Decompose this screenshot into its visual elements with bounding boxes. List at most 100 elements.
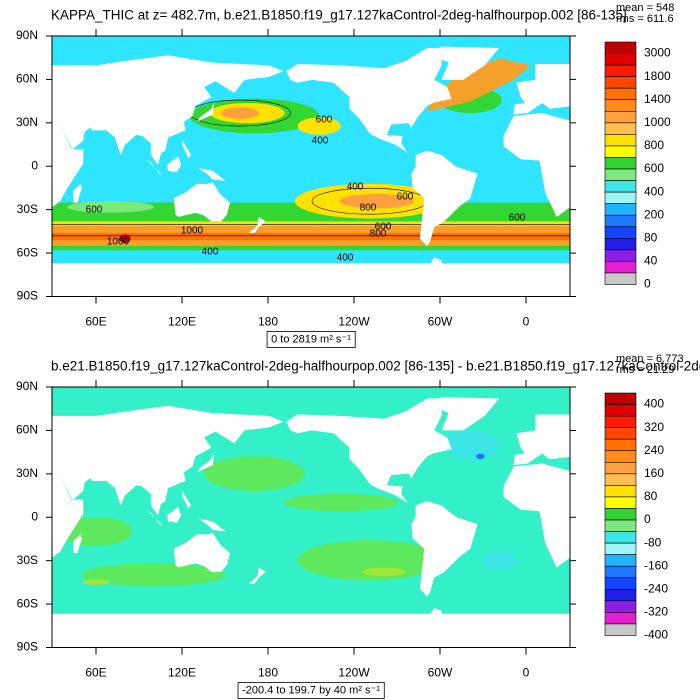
colorbar-box: [604, 473, 637, 486]
lat-label: 90N: [16, 28, 38, 42]
lat-label: 60S: [17, 596, 38, 610]
colorbar-label: 1800: [644, 69, 671, 83]
colorbar-label: 800: [644, 138, 664, 152]
contour-label: 800: [370, 229, 387, 240]
colorbar-box: [604, 542, 637, 555]
colorbar-box: [604, 577, 637, 590]
colorbar-label: -400: [644, 628, 668, 642]
colorbar-box: [604, 87, 637, 101]
colorbar-box: [604, 404, 637, 417]
colorbar-box: [604, 531, 637, 544]
lat-label: 0: [31, 509, 38, 523]
colorbar-label: 320: [644, 420, 664, 434]
colorbar-box: [604, 261, 637, 274]
colorbar-box: [604, 122, 637, 135]
colorbar-box: [604, 238, 637, 251]
colorbar-box: [604, 134, 637, 147]
colorbar-box: [604, 450, 637, 463]
contour-label: 600: [316, 115, 333, 126]
colorbar-box: [604, 99, 637, 112]
colorbar-box: [604, 41, 637, 54]
map-field: [52, 387, 570, 647]
colorbar-box: [604, 415, 637, 428]
map-field: [52, 36, 570, 297]
colorbar-box: [604, 145, 637, 158]
panel-title: b.e21.B1850.f19_g17.127kaControl-2deg-ha…: [51, 359, 700, 374]
lon-label: 60W: [428, 315, 453, 329]
colorbar-box: [604, 623, 637, 636]
colorbar-box: [604, 496, 637, 509]
colorbar-label: 160: [644, 466, 664, 480]
colorbar-box: [604, 427, 637, 440]
colorbar-label: -320: [644, 605, 668, 619]
contour-label: 600: [509, 213, 526, 224]
lat-label: 30S: [17, 202, 38, 216]
contour-label: 400: [337, 253, 354, 264]
colorbar-box: [604, 392, 637, 405]
colorbar-label: 400: [644, 184, 664, 198]
colorbar-box: [604, 272, 637, 285]
colorbar-box: [604, 191, 637, 204]
lat-label: 30N: [16, 115, 38, 129]
colorbar-box: [604, 157, 637, 170]
contour-label: 400: [202, 247, 219, 258]
range-label: 0 to 2819 m² s⁻¹: [271, 333, 351, 345]
stat-label: mean = 6.773: [616, 353, 684, 365]
lon-label: 0: [523, 666, 530, 680]
colorbar-label: 3000: [644, 46, 671, 60]
colorbar-label: 0: [644, 512, 651, 526]
colorbar-label: -240: [644, 581, 668, 595]
colorbar-box: [604, 565, 637, 579]
lon-label: 60W: [428, 666, 453, 680]
colorbar-box: [604, 249, 637, 262]
range-box: [237, 682, 385, 699]
contour-label: 1000: [107, 237, 130, 248]
colorbar-box: [604, 612, 637, 625]
lon-label: 180: [258, 315, 278, 329]
contour-label: 600: [86, 205, 103, 216]
colorbar-box: [604, 519, 637, 532]
lon-label: 120W: [338, 666, 370, 680]
colorbar-box: [604, 554, 637, 567]
contour-label: 600: [375, 222, 392, 233]
lon-label: 120E: [168, 666, 196, 680]
colorbar-box: [604, 438, 637, 452]
colorbar-label: 600: [644, 161, 664, 175]
stat-label: mean = 548: [616, 2, 674, 14]
contour-label: 1000: [181, 226, 204, 237]
colorbar-label: 80: [644, 230, 658, 244]
panel-title: KAPPA_THIC at z= 482.7m, b.e21.B1850.f19…: [51, 8, 627, 23]
colorbar-box: [604, 76, 637, 89]
range-label: -200.4 to 199.7 by 40 m² s⁻¹: [242, 684, 380, 696]
colorbar-label: 240: [644, 443, 664, 457]
contour-label: 400: [347, 182, 364, 193]
colorbar-label: 200: [644, 207, 664, 221]
colorbar-box: [604, 64, 637, 77]
colorbar-box: [604, 180, 637, 193]
colorbar-label: 80: [644, 489, 658, 503]
lat-label: 90S: [17, 289, 38, 303]
colorbar-box: [604, 485, 637, 498]
contour-label: 400: [312, 136, 329, 147]
lon-label: 180: [258, 666, 278, 680]
colorbar-box: [604, 600, 637, 613]
range-box: [266, 331, 356, 348]
lon-label: 120W: [338, 315, 370, 329]
colorbar-box: [604, 53, 637, 66]
contour-label: 800: [360, 203, 377, 214]
colorbar-box: [604, 214, 637, 228]
lat-label: 30N: [16, 466, 38, 480]
stat-label: rms = 611.6: [616, 13, 674, 25]
stat-label: rms = 21.29: [616, 364, 674, 376]
colorbar-label: -80: [644, 535, 662, 549]
lat-label: 90N: [16, 379, 38, 393]
colorbar-box: [604, 508, 637, 521]
colorbar-label: 400: [644, 397, 664, 411]
colorbar-box: [604, 589, 637, 602]
lat-label: 30S: [17, 553, 38, 567]
colorbar-box: [604, 461, 637, 475]
lat-label: 60N: [16, 423, 38, 437]
colorbar-label: 1400: [644, 92, 671, 106]
contour-label: 600: [397, 192, 414, 203]
